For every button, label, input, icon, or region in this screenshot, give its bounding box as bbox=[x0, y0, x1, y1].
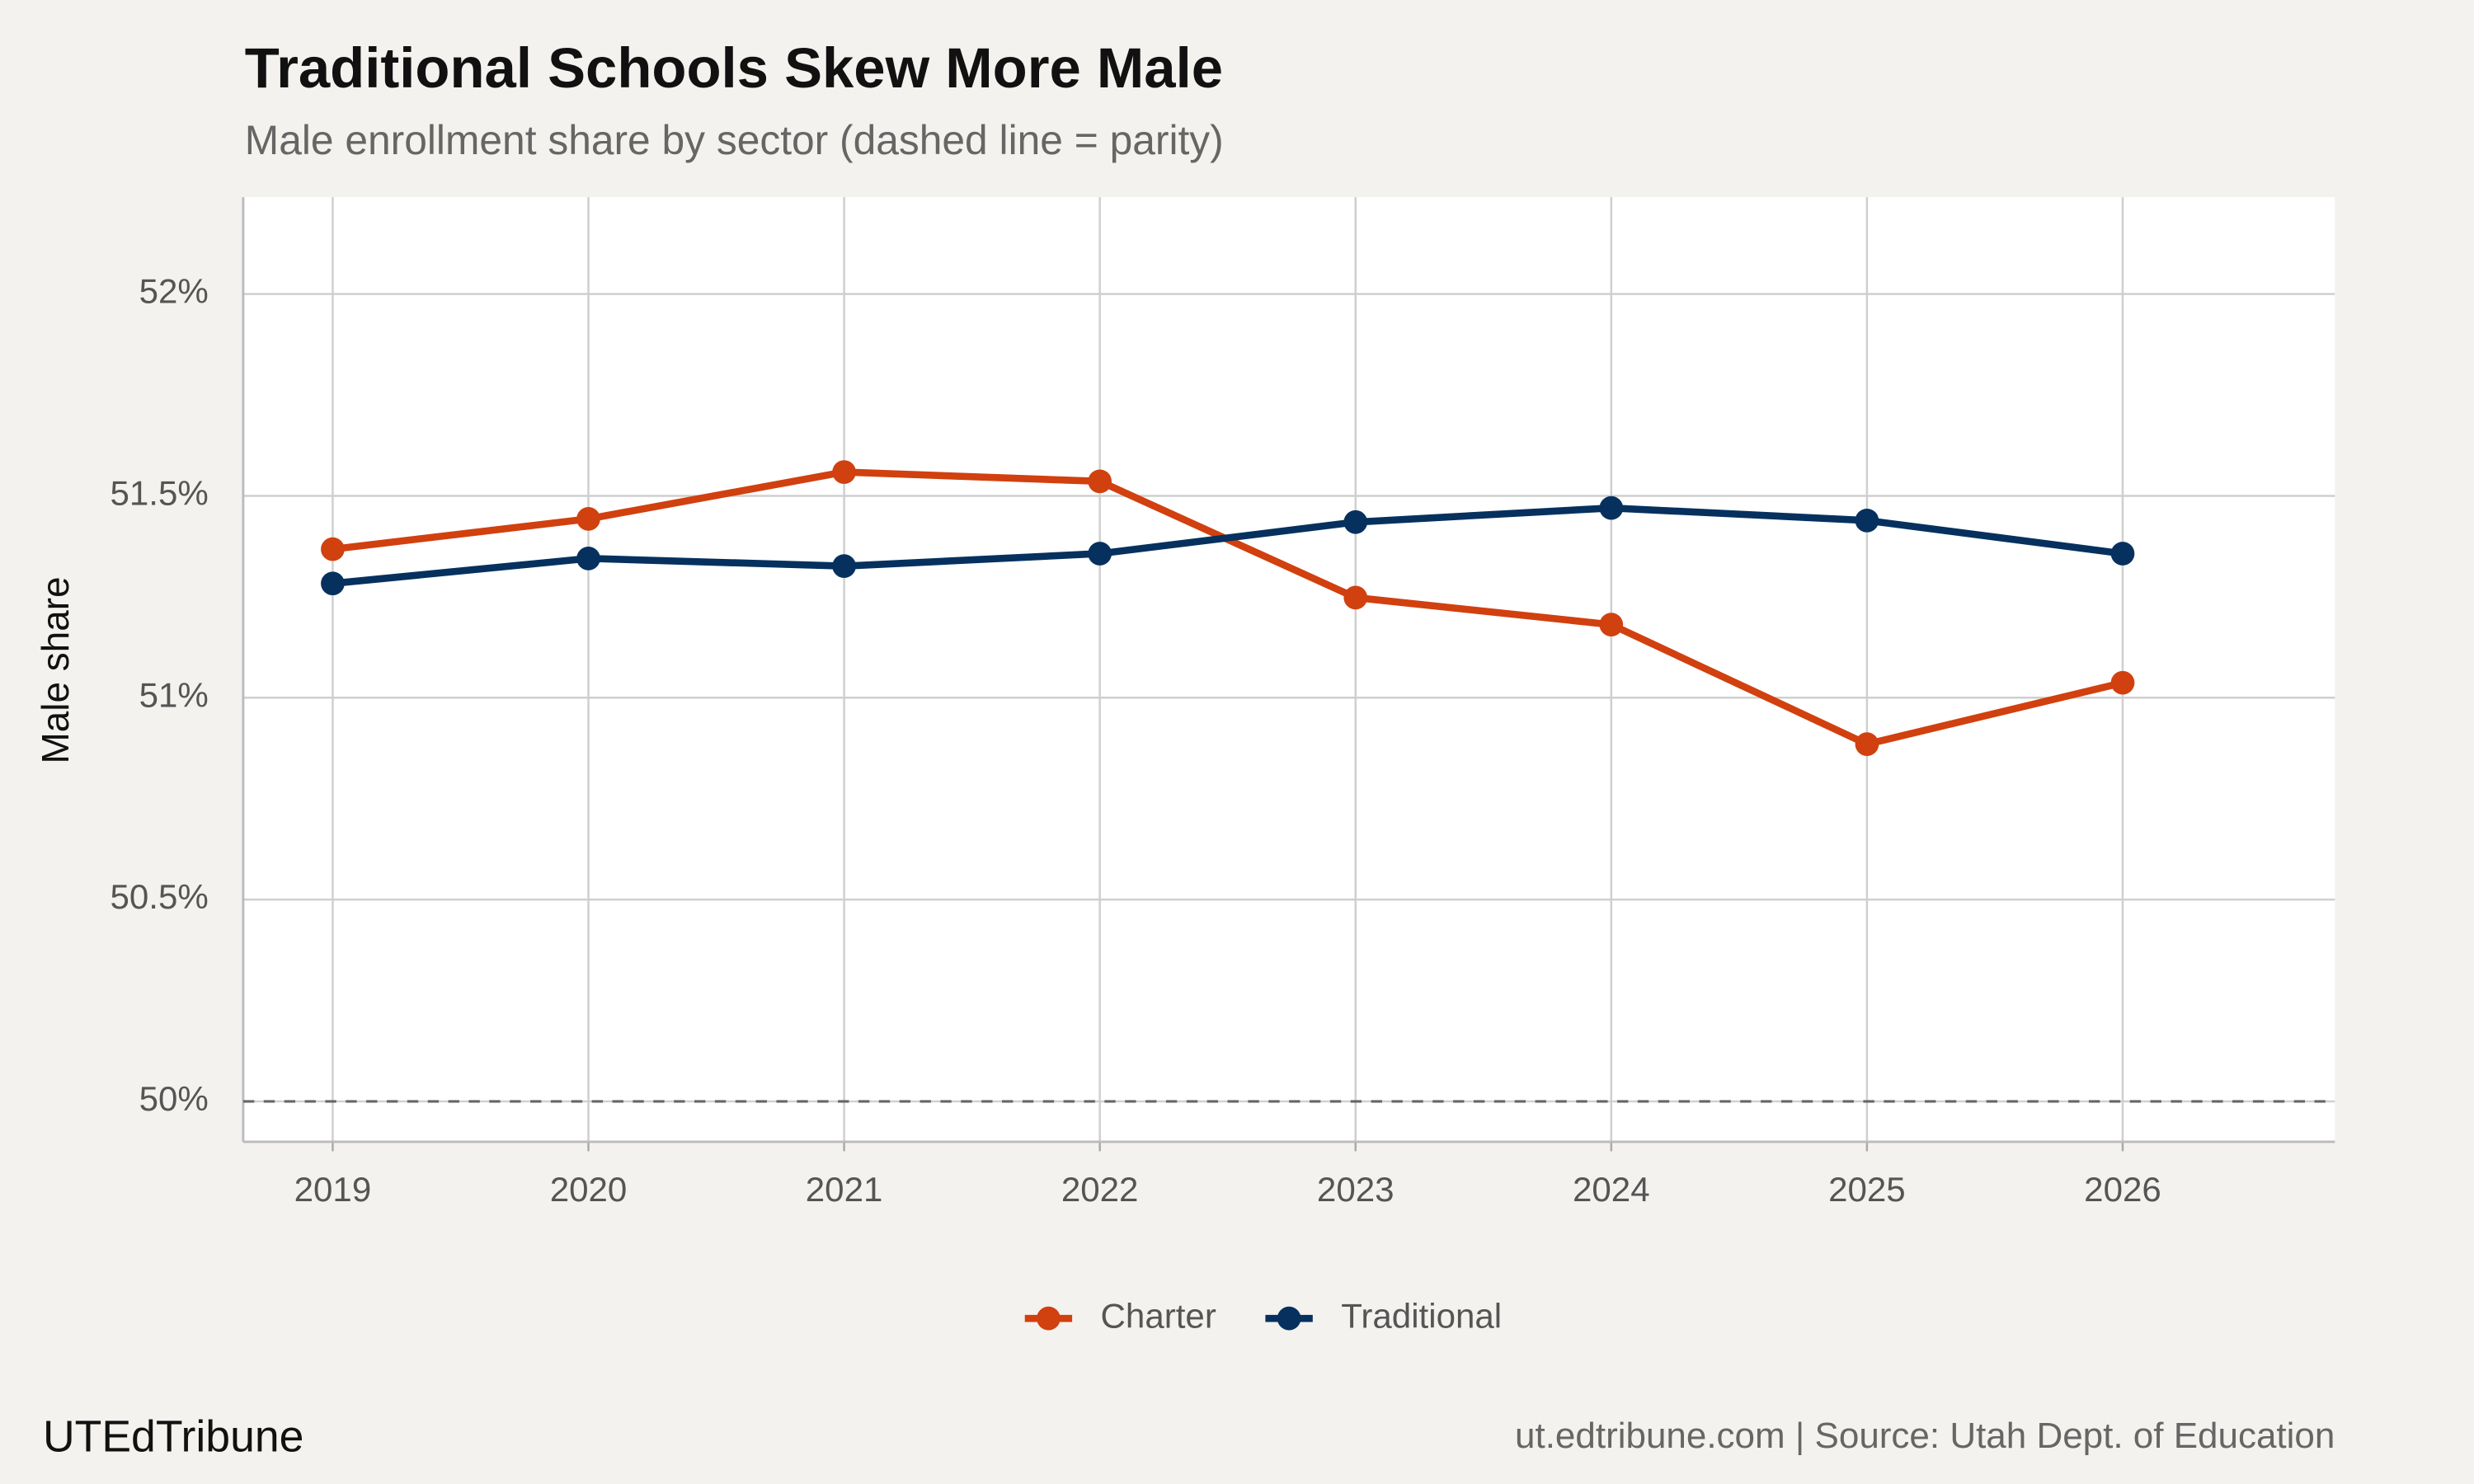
data-point bbox=[832, 554, 856, 579]
data-point bbox=[832, 460, 856, 484]
y-tick-label: 51% bbox=[139, 675, 209, 714]
y-tick-label: 50% bbox=[139, 1079, 209, 1118]
data-point bbox=[1343, 510, 1368, 534]
data-point bbox=[1599, 613, 1624, 637]
x-tick-label: 2020 bbox=[550, 1170, 628, 1209]
x-tick-label: 2025 bbox=[1828, 1170, 1906, 1209]
data-point bbox=[2110, 670, 2135, 695]
legend-swatch-point bbox=[1037, 1306, 1061, 1331]
x-tick-label: 2026 bbox=[2084, 1170, 2161, 1209]
brand: UTEdTribune bbox=[43, 1413, 303, 1462]
data-point bbox=[1599, 495, 1624, 520]
y-tick-label: 52% bbox=[139, 272, 209, 311]
plot-panel bbox=[242, 197, 2335, 1142]
y-tick-label: 50.5% bbox=[111, 877, 209, 916]
data-point bbox=[2110, 542, 2135, 566]
series-line bbox=[332, 504, 2124, 587]
data-point bbox=[576, 547, 600, 571]
x-tick-label: 2022 bbox=[1061, 1170, 1139, 1209]
data-point bbox=[321, 537, 345, 561]
data-point bbox=[576, 507, 600, 531]
x-tick-label: 2019 bbox=[294, 1170, 372, 1209]
marks bbox=[321, 460, 2135, 756]
x-tick-label: 2024 bbox=[1573, 1170, 1650, 1209]
legend: Charter Traditional bbox=[1024, 1296, 1502, 1335]
data-point bbox=[1088, 469, 1112, 494]
y-axis-title: Male share bbox=[34, 576, 77, 763]
data-point bbox=[1855, 508, 1879, 533]
data-point bbox=[1088, 542, 1112, 566]
x-tick-label: 2021 bbox=[806, 1170, 883, 1209]
caption: ut.edtribune.com | Source: Utah Dept. of… bbox=[1515, 1416, 2335, 1456]
grid: 50% 50.5% 51% 51.5% 52% 2019 2020 2021 2022 2023 2… bbox=[111, 197, 2335, 1209]
legend-label: Charter bbox=[1101, 1296, 1216, 1335]
legend-swatch-point bbox=[1277, 1306, 1301, 1331]
data-point bbox=[1343, 585, 1368, 610]
data-point bbox=[1855, 732, 1879, 756]
legend-label: Traditional bbox=[1341, 1296, 1502, 1335]
x-tick-label: 2023 bbox=[1317, 1170, 1395, 1209]
data-point bbox=[321, 571, 345, 596]
y-tick-label: 51.5% bbox=[111, 474, 209, 513]
chart-subtitle: Male enrollment share by sector (dashed … bbox=[245, 117, 1224, 163]
chart-title: Traditional Schools Skew More Male bbox=[245, 36, 1223, 100]
